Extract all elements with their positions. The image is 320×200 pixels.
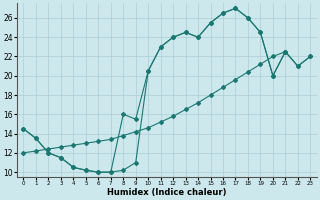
X-axis label: Humidex (Indice chaleur): Humidex (Indice chaleur)	[107, 188, 227, 197]
